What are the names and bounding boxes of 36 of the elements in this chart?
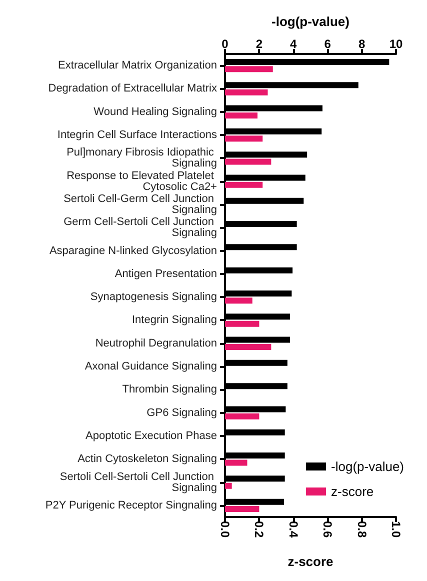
x-axis-title: z-score	[288, 554, 334, 569]
x-tick-label: 0.0	[218, 521, 232, 538]
legend-label: z-score	[331, 484, 374, 499]
x2-tick-label: 6	[324, 37, 332, 51]
legend-label: -log(p-value)	[331, 459, 404, 474]
y-tick-label: GP6 Signaling	[146, 406, 217, 419]
y-tick-label: Pul]monary Fibrosis Idiopathic Signaling	[66, 146, 217, 170]
y-tick-label: Integrin Cell Surface Interactions	[57, 129, 218, 142]
y-tick-label: Response to Elevated Platelet Cytosolic Ca2+	[66, 170, 217, 193]
y-tick-label: Extracellular Matrix Organization	[58, 60, 217, 72]
x-tick-label: 0.8	[354, 521, 369, 538]
x2-tick-label: 10	[389, 37, 403, 51]
y-tick-label: Apoptotic Execution Phase	[86, 430, 217, 442]
x2-tick-label: 0	[222, 37, 229, 51]
x-tick-label: 0.6	[320, 521, 335, 538]
x2-tick-label: 2	[256, 37, 263, 51]
x-tick-label: 1.0	[389, 521, 403, 538]
x2-axis-title: -log(p-value)	[272, 14, 350, 29]
x-tick-label: 0.4	[286, 521, 300, 538]
y-tick-label: Sertoli Cell-Sertoli Cell Junction Signaling	[60, 470, 217, 494]
y-tick-label: Neutrophil Degranulation	[95, 337, 217, 350]
y-tick-label: Germ Cell-Sertoli Cell Junction Signaling	[64, 216, 217, 240]
y-tick-label: Asparagine N-linked Glycosylation	[49, 244, 217, 257]
y-tick-label: Axonal Guidance Signaling	[84, 360, 217, 373]
y-tick-label: P2Y Purigenic Receptor Singnaling	[45, 499, 217, 512]
y-tick-label: Sertoli Cell-Germ Cell Junction Signaling	[64, 192, 217, 216]
x2-tick-label: 4	[290, 37, 298, 51]
y-tick-label: Integrin Signaling	[132, 314, 217, 326]
x2-tick-label: 8	[358, 37, 366, 51]
y-tick-label: Synaptogenesis Signaling	[90, 291, 217, 304]
x-tick-label: 0.2	[252, 521, 266, 538]
y-tick-label: Antigen Presentation	[114, 268, 217, 280]
y-tick-label: Wound Healing Signaling	[94, 106, 217, 118]
y-tick-label: Thrombin Signaling	[122, 384, 217, 396]
y-tick-label: Degradation of Extracellular Matrix	[48, 82, 218, 95]
y-tick-label: Actin Cytoskeleton Signaling	[78, 453, 217, 466]
